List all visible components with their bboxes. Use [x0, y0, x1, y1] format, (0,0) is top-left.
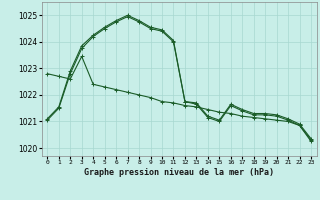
X-axis label: Graphe pression niveau de la mer (hPa): Graphe pression niveau de la mer (hPa)	[84, 168, 274, 177]
